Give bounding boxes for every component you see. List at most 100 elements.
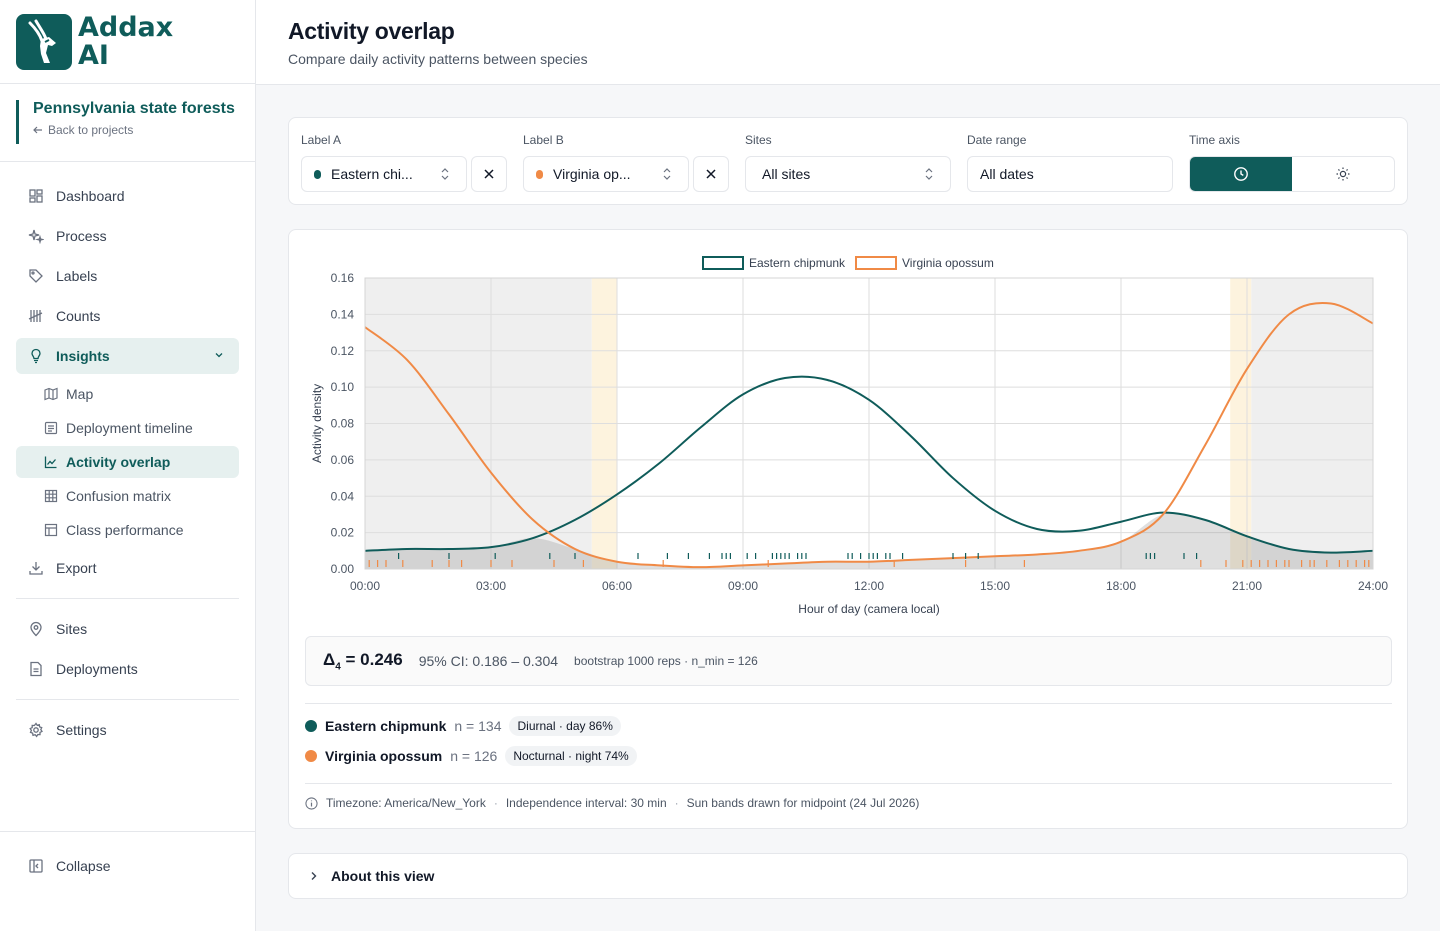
sun-band-note: Sun bands drawn for midpoint (24 Jul 202… — [686, 796, 920, 810]
y-tick-label: 0.02 — [331, 526, 355, 540]
plot-border — [364, 277, 1374, 570]
label-a-label: Label A — [301, 133, 342, 147]
nav-sites[interactable]: Sites — [16, 611, 239, 647]
x-tick-label: 21:00 — [1232, 579, 1262, 593]
time-axis-sun-option[interactable] — [1292, 157, 1394, 191]
label-b-select[interactable]: Virginia op... — [523, 156, 689, 192]
nav-labels[interactable]: Labels — [16, 258, 239, 294]
filters-card: Label A Eastern chi... Label B Virginia … — [288, 117, 1408, 205]
sidebar-divider — [0, 161, 256, 162]
nav-sub-map[interactable]: Map — [16, 378, 239, 410]
nav-dashboard-label: Dashboard — [56, 188, 125, 204]
nav-dashboard[interactable]: Dashboard — [16, 178, 239, 214]
x-axis-title: Hour of day (camera local) — [798, 602, 939, 616]
app-logo[interactable]: Addax AI — [0, 0, 255, 84]
clear-label-a-button[interactable] — [471, 156, 507, 192]
time-axis-clock-option[interactable] — [1190, 157, 1292, 191]
footnote-separator: · — [674, 796, 679, 810]
date-range-input[interactable]: All dates — [967, 156, 1173, 192]
list-icon — [44, 421, 58, 435]
nav-settings-label: Settings — [56, 722, 107, 738]
nav-sub-class-performance[interactable]: Class performance — [16, 514, 239, 546]
species-a-count: n = 134 — [454, 718, 502, 734]
chart-footnote: Timezone: America/New_York · Independenc… — [305, 796, 919, 810]
tag-icon — [28, 268, 44, 284]
project-name: Pennsylvania state forests — [33, 100, 235, 117]
label-a-select[interactable]: Eastern chi... — [301, 156, 467, 192]
x-tick-label: 18:00 — [1106, 579, 1136, 593]
overlap-area — [365, 513, 1373, 569]
label-b-color-dot — [536, 169, 543, 179]
sites-select[interactable]: All sites — [745, 156, 951, 192]
sidebar: Addax AI Pennsylvania state forests Back… — [0, 0, 256, 931]
x-tick-label: 06:00 — [602, 579, 632, 593]
sun-icon — [1336, 167, 1350, 181]
species-b-color-dot — [305, 750, 317, 762]
legend-swatch-virginia-opossum — [855, 256, 897, 270]
nav-labels-label: Labels — [56, 268, 98, 284]
nav-sub-confusion-matrix[interactable]: Confusion matrix — [16, 480, 239, 512]
nav-insights[interactable]: Insights — [16, 338, 239, 374]
file-icon — [28, 661, 44, 677]
nav-counts-label: Counts — [56, 308, 101, 324]
back-to-projects-link[interactable]: Back to projects — [33, 123, 240, 137]
interval-note: Independence interval: 30 min — [505, 796, 667, 810]
y-tick-label: 0.08 — [331, 417, 355, 431]
logo-line-2: AI — [78, 39, 109, 71]
x-tick-label: 15:00 — [980, 579, 1010, 593]
species-a-color-dot — [305, 720, 317, 732]
date-range-label: Date range — [967, 133, 1027, 147]
about-this-view-label: About this view — [331, 868, 435, 884]
clear-label-b-button[interactable] — [693, 156, 729, 192]
legend-label-virginia-opossum: Virginia opossum — [902, 256, 994, 270]
dashboard-icon — [28, 188, 44, 204]
collapse-label: Collapse — [56, 858, 111, 874]
nav-sub-activity-overlap-label: Activity overlap — [66, 454, 171, 470]
chevrons-up-down-icon — [663, 168, 671, 180]
page-subtitle: Compare daily activity patterns between … — [288, 51, 588, 67]
clock-icon — [1234, 167, 1248, 181]
species-row-b: Virginia opossum n = 126 Nocturnal · nig… — [305, 744, 637, 768]
label-b-label: Label B — [523, 133, 564, 147]
collapse-sidebar-button[interactable]: Collapse — [16, 848, 239, 884]
x-tick-label: 03:00 — [476, 579, 506, 593]
species-b-count: n = 126 — [450, 748, 498, 764]
confidence-interval: 95% CI: 0.186 – 0.304 — [418, 653, 559, 669]
nav-sub-activity-overlap[interactable]: Activity overlap — [16, 446, 239, 478]
download-icon — [28, 560, 44, 576]
nav-process[interactable]: Process — [16, 218, 239, 254]
nav-sub-deployment-timeline-label: Deployment timeline — [66, 420, 193, 436]
chevron-right-icon — [311, 872, 317, 880]
overlap-stat-box: Δ4 = 0.246 95% CI: 0.186 – 0.304 bootstr… — [305, 636, 1392, 686]
species-divider-bottom — [305, 783, 1392, 784]
nav-counts[interactable]: Counts — [16, 298, 239, 334]
nav-settings[interactable]: Settings — [16, 712, 239, 748]
y-tick-label: 0.06 — [331, 453, 355, 467]
page-title: Activity overlap — [288, 18, 455, 44]
y-tick-label: 0.16 — [331, 271, 355, 285]
nav-export[interactable]: Export — [16, 550, 239, 586]
activity-overlap-card: 00:00 03:00 06:00 09:00 12:00 15:00 18:00 21:00… — [288, 229, 1408, 829]
delta-subscript: 4 — [335, 661, 341, 673]
y-axis-title: Activity density — [310, 384, 324, 463]
activity-density-chart: 00:00 03:00 06:00 09:00 12:00 15:00 18:00 21:00… — [310, 256, 1388, 616]
nav-sub-deployment-timeline[interactable]: Deployment timeline — [16, 412, 239, 444]
sidebar-collapse-icon — [28, 858, 44, 874]
time-axis-label: Time axis — [1189, 133, 1240, 147]
x-tick-label: 24:00 — [1358, 579, 1388, 593]
nav-deployments[interactable]: Deployments — [16, 651, 239, 687]
nav-export-label: Export — [56, 560, 97, 576]
nav-insights-label: Insights — [56, 348, 110, 364]
x-tick-label: 12:00 — [854, 579, 884, 593]
y-tick-label: 0.12 — [331, 344, 355, 358]
label-a-value: Eastern chi... — [331, 166, 413, 182]
sidebar-bottom-divider — [0, 831, 256, 832]
grid-icon — [44, 489, 58, 503]
series-virginia-opossum-line — [364, 301, 1374, 569]
legend-label-eastern-chipmunk: Eastern chipmunk — [749, 256, 846, 270]
nav-sites-label: Sites — [56, 621, 88, 637]
about-this-view-toggle[interactable]: About this view — [288, 853, 1408, 899]
delta-value: = 0.246 — [345, 649, 403, 669]
species-a-badge: Diurnal · day 86% — [509, 716, 621, 736]
label-b-value: Virginia op... — [553, 166, 631, 182]
